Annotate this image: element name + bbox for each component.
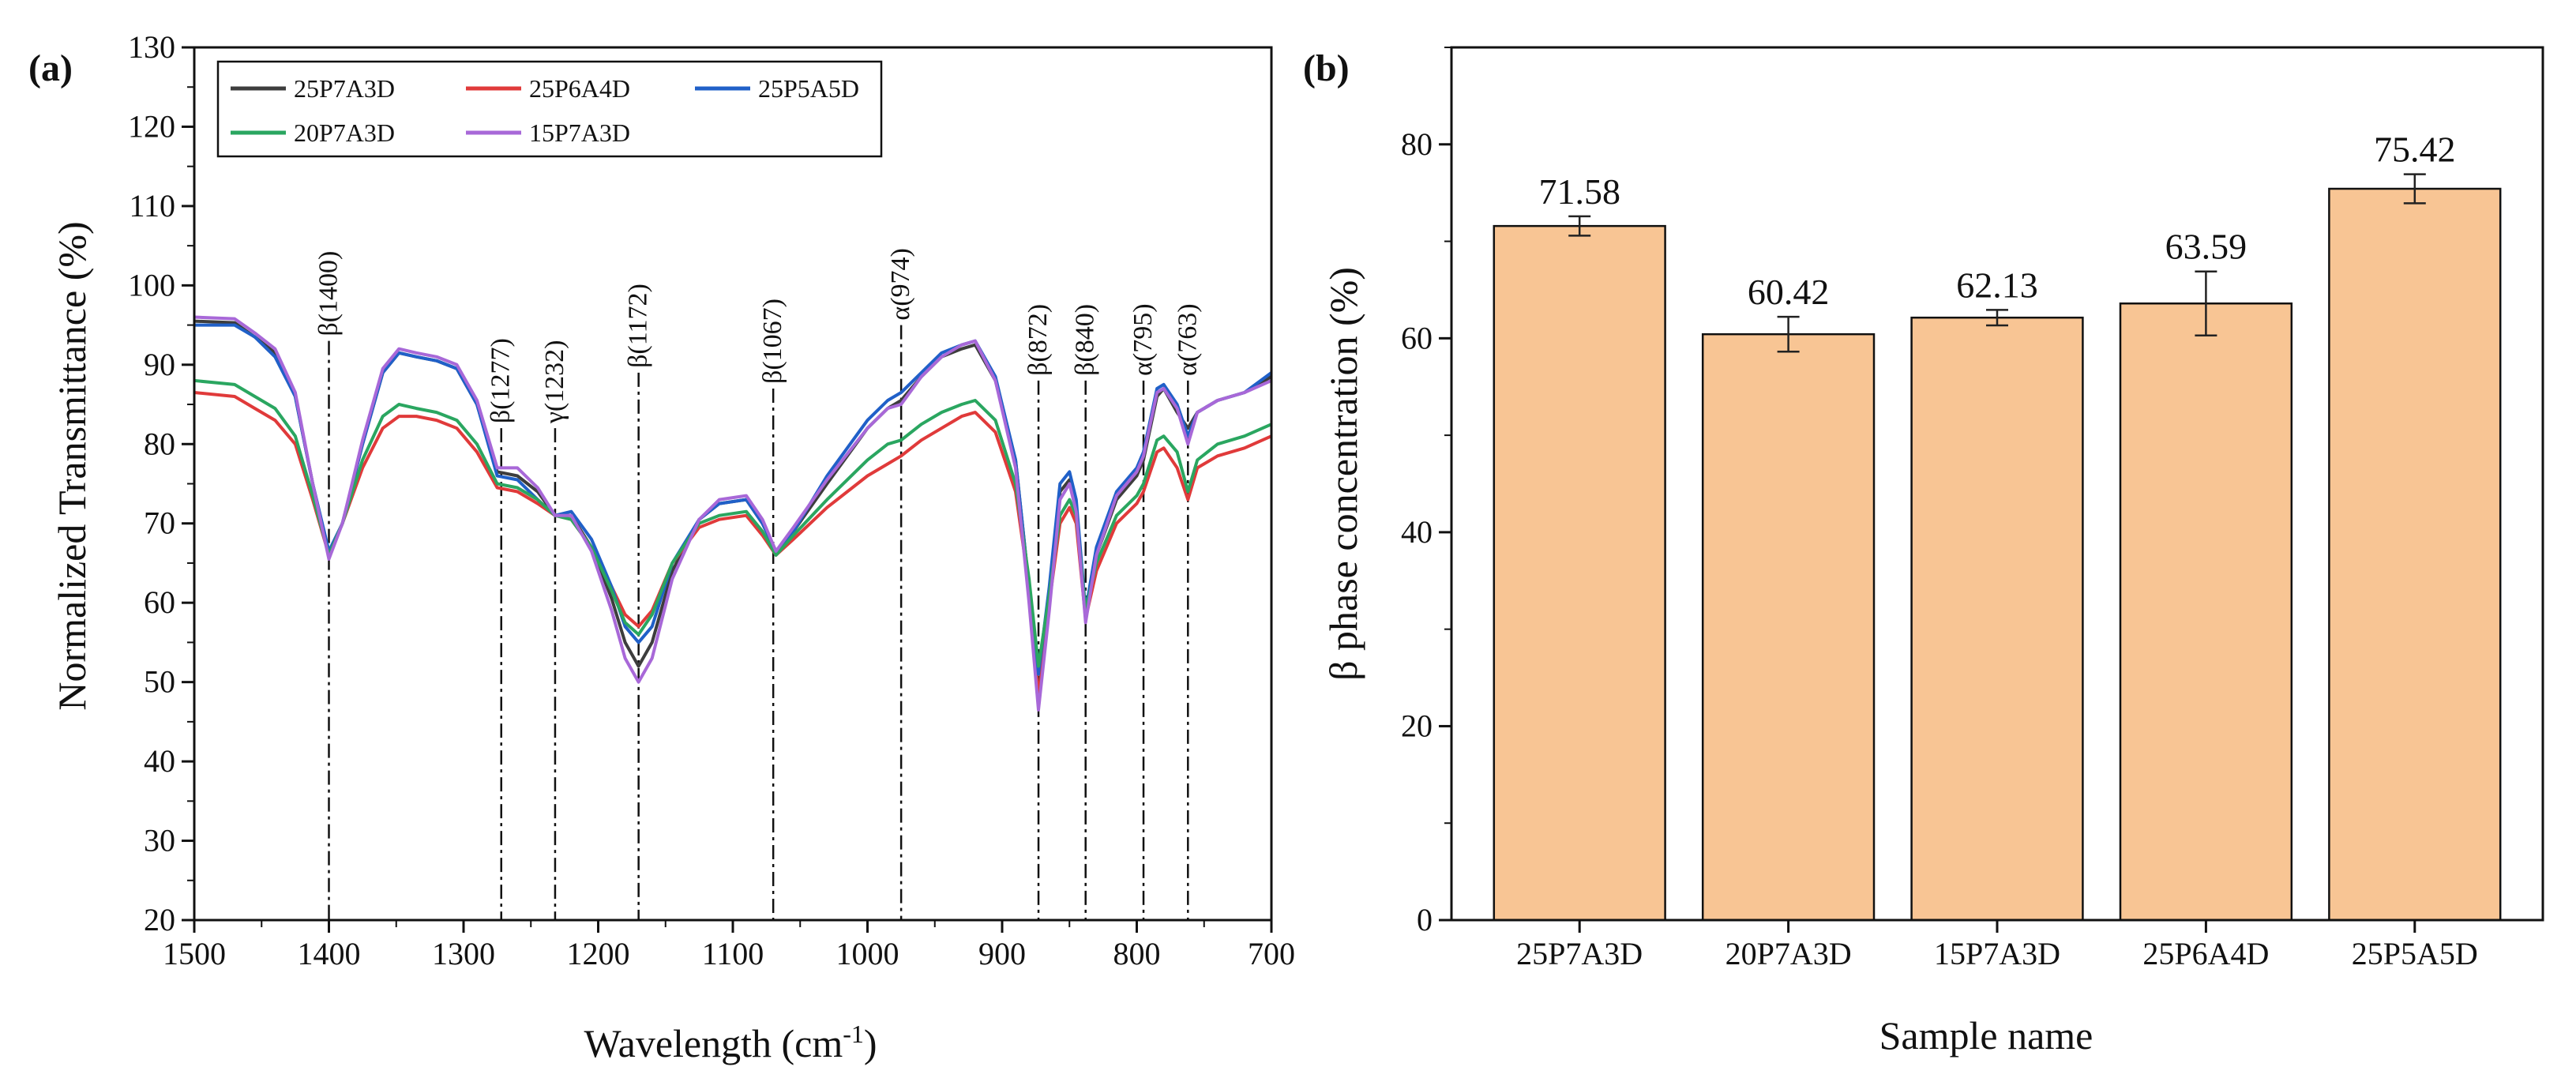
bar-value-label: 62.13: [1956, 265, 2038, 305]
peak-label: α(795): [1128, 303, 1158, 375]
x-axis-title-b: Sample name: [1879, 1013, 2093, 1058]
bar-value-label: 71.58: [1538, 171, 1620, 212]
y-tick-label: 30: [144, 823, 175, 858]
y-axis-ticks-b: 0 20 40 60 80: [1401, 47, 1451, 937]
bars: 71.58 60.42 62.13 63.59 75.42: [1493, 130, 2502, 922]
y-axis-ticks-a: 20 30 40 50 60 70 80 90 100 110 120 130: [128, 29, 194, 937]
y-tick-label: 130: [128, 29, 175, 65]
peak-label: α(974): [886, 248, 915, 320]
category-label: 25P6A4D: [2142, 936, 2269, 971]
y-tick-label: 60: [1401, 320, 1433, 355]
peak-label: γ(1232): [540, 340, 569, 425]
legend: 25P7A3D 25P6A4D 25P5A5D 20P7A3D 15P7A3D: [216, 60, 883, 158]
series-line-25P6A4D: [193, 391, 1272, 700]
peak-label: β(1277): [486, 338, 516, 423]
peak-label: β(1067): [758, 299, 787, 384]
bar-25P7A3D: [1493, 224, 1666, 922]
bar-25P6A4D: [2119, 302, 2293, 922]
bar-value-label: 75.42: [2374, 130, 2456, 170]
peak-label: β(1400): [314, 251, 344, 336]
peak-markers: β(1400) β(1277) γ(1232) β(1172) β(1067) α(974…: [314, 248, 1202, 920]
y-tick-label: 110: [129, 188, 175, 224]
y-tick-label: 60: [144, 584, 175, 620]
bar-value-label: 60.42: [1748, 272, 1830, 312]
x-tick-label: 1500: [163, 936, 226, 971]
x-axis-ticks-b: 25P7A3D 20P7A3D 15P7A3D 25P6A4D 25P5A5D: [1516, 920, 2478, 971]
x-axis-ticks-a: 1500 1400 1300 1200 1100 1000 900 800 700: [163, 920, 1295, 971]
y-tick-label: 90: [144, 347, 175, 382]
ftir-spectra-chart: (a) β(1400) β(1277) γ(1232) β(1172) β(1067) α…: [28, 29, 1295, 1065]
x-tick-label: 1200: [567, 936, 630, 971]
category-label: 25P7A3D: [1516, 936, 1643, 971]
y-tick-label: 80: [1401, 126, 1433, 162]
spectra-lines: [193, 315, 1273, 712]
bar-25P5A5D: [2328, 187, 2502, 922]
x-tick-label: 700: [1248, 936, 1295, 971]
peak-label: α(763): [1173, 303, 1202, 375]
y-tick-label: 50: [144, 664, 175, 700]
y-tick-label: 40: [144, 743, 175, 779]
category-label: 25P5A5D: [2352, 936, 2478, 971]
y-tick-label: 40: [1401, 514, 1433, 550]
y-tick-label: 100: [128, 267, 175, 302]
category-label: 20P7A3D: [1725, 936, 1852, 971]
peak-label: β(1172): [624, 284, 653, 368]
y-tick-label: 120: [128, 108, 175, 144]
peak-label: β(840): [1071, 304, 1100, 376]
panel-label-b: (b): [1303, 47, 1350, 89]
x-tick-label: 1100: [702, 936, 764, 971]
x-axis-title-a: Wavelength (cm-1): [584, 1020, 877, 1065]
y-tick-label: 80: [144, 426, 175, 461]
y-tick-label: 70: [144, 505, 175, 541]
series-line-15P7A3D: [193, 315, 1272, 712]
peak-label: β(872): [1023, 304, 1053, 376]
bar-value-label: 63.59: [2165, 227, 2247, 267]
legend-label: 25P6A4D: [529, 74, 630, 103]
y-axis-title-b: β phase concentration (%): [1321, 267, 1365, 681]
x-tick-label: 1400: [298, 936, 361, 971]
y-tick-label: 0: [1417, 902, 1433, 937]
x-tick-label: 1300: [432, 936, 495, 971]
legend-box: [216, 60, 883, 158]
bar-15P7A3D: [1910, 316, 2084, 922]
series-line-25P5A5D: [194, 323, 1273, 676]
panel-label-a: (a): [28, 47, 73, 89]
y-tick-label: 20: [1401, 708, 1433, 743]
bar-20P7A3D: [1701, 332, 1876, 922]
y-axis-title-a: Normalized Transmittance (%): [50, 221, 94, 710]
x-tick-label: 800: [1113, 936, 1161, 971]
series-line-20P7A3D: [193, 378, 1272, 668]
legend-label: 20P7A3D: [294, 118, 395, 147]
legend-label: 25P7A3D: [294, 74, 395, 103]
x-tick-label: 900: [978, 936, 1026, 971]
category-label: 15P7A3D: [1934, 936, 2060, 971]
beta-phase-bar-chart: (b) 71.58 60.42 62.13 63.59 75.42 25P7A3D 20P…: [1303, 46, 2544, 1058]
legend-label: 25P5A5D: [758, 74, 859, 103]
y-tick-label: 20: [144, 902, 175, 937]
legend-label: 15P7A3D: [529, 118, 630, 147]
x-tick-label: 1000: [836, 936, 899, 971]
